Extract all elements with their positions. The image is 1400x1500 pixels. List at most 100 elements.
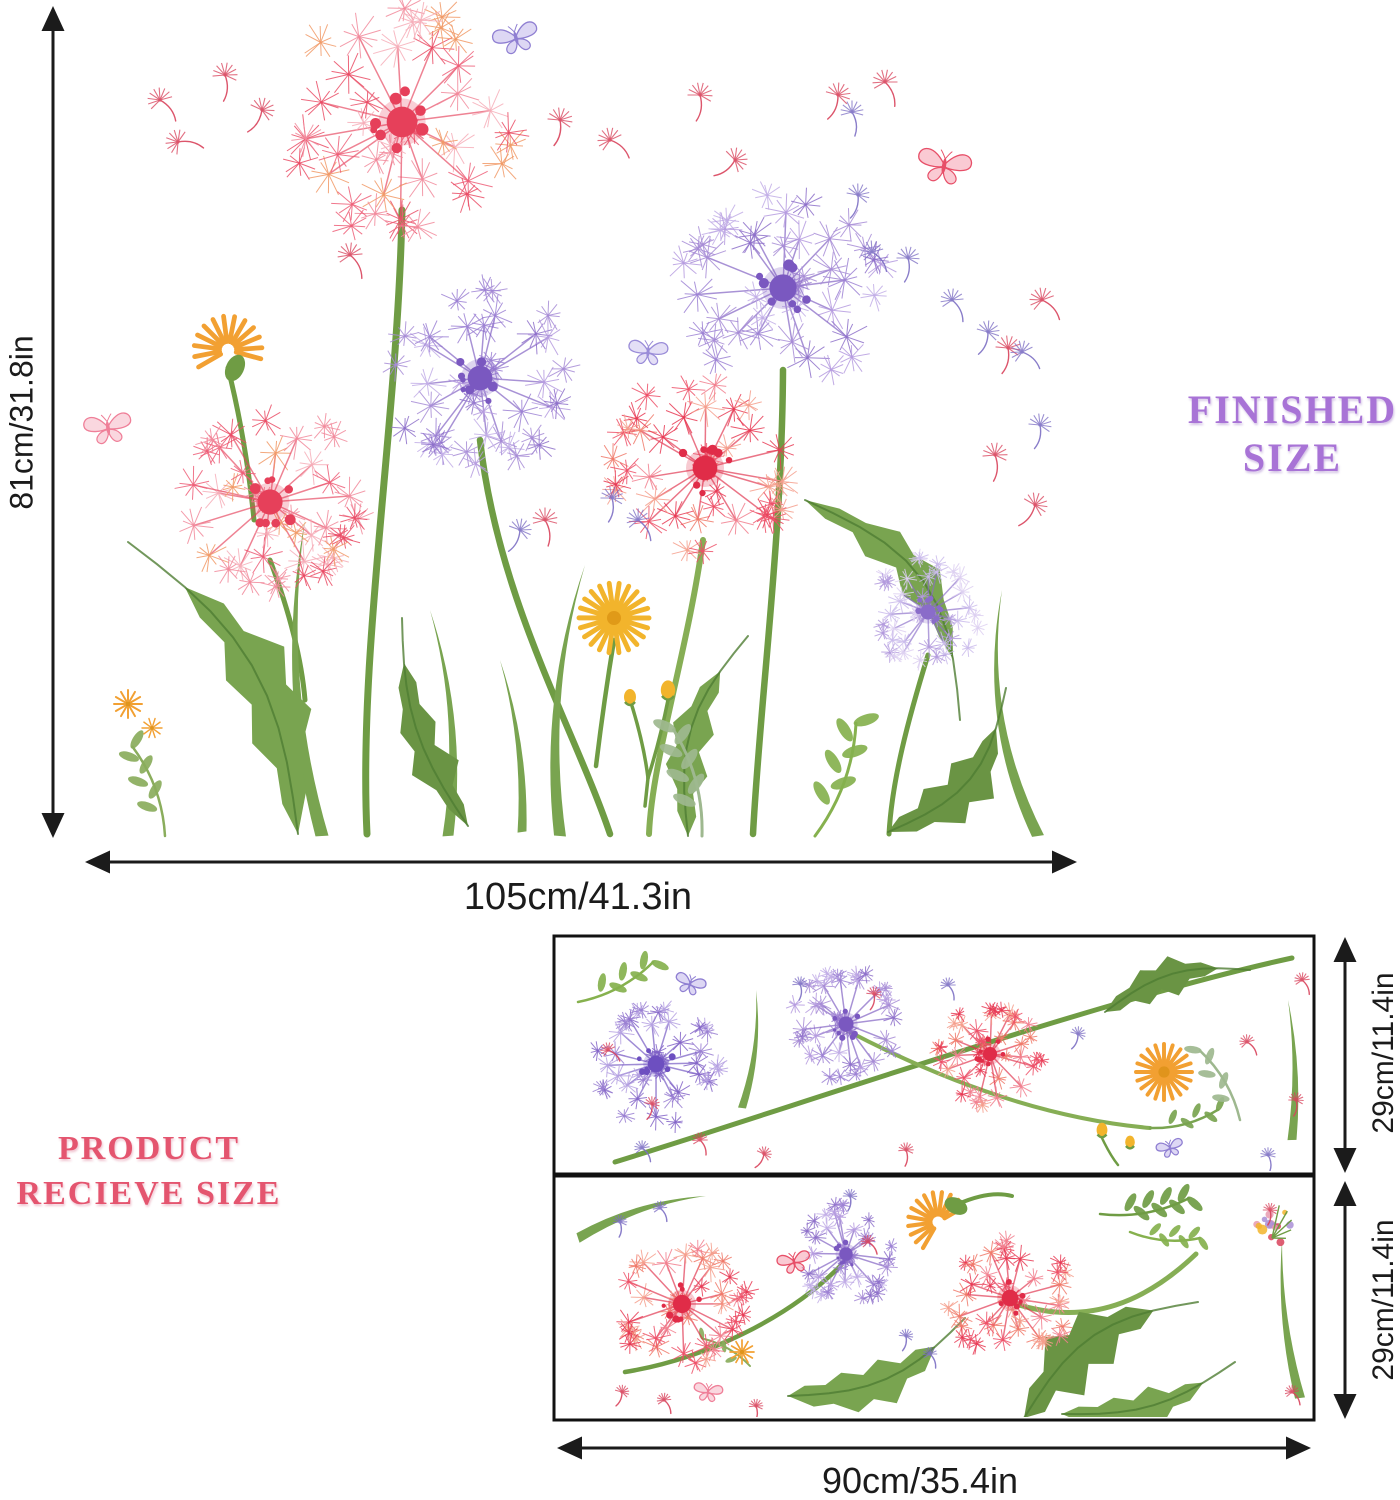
leaf-sprig (1128, 1223, 1209, 1251)
stem (886, 652, 931, 837)
sheet1-height-arrow (1333, 937, 1357, 1173)
receive-size-title: PRODUCT RECIEVE SIZE (14, 1126, 284, 1216)
grass-blade (1280, 1240, 1305, 1399)
flying-seed (656, 1392, 672, 1415)
flying-seed (547, 107, 573, 147)
flying-seed (713, 147, 748, 177)
sheet-width-arrow (557, 1436, 1311, 1460)
stem (362, 206, 406, 838)
flying-seed (872, 69, 898, 108)
flying-seed (652, 1200, 668, 1223)
stem (646, 537, 706, 837)
leaf-sprig (1184, 1045, 1242, 1122)
dandelion-leaf (398, 617, 469, 827)
small-yellow-flower (113, 689, 143, 719)
orange-flower-calyx (224, 354, 246, 382)
leaf-sprig (576, 950, 669, 1004)
flying-seed (337, 242, 363, 280)
flying-seed (842, 1188, 858, 1212)
flying-seed (940, 288, 964, 323)
flying-seed (1010, 340, 1041, 370)
leaf-sprig (813, 713, 879, 838)
flying-seed (147, 87, 177, 122)
butterfly-icon (628, 339, 669, 366)
flying-seed (982, 442, 1008, 482)
stem (1100, 1136, 1120, 1167)
grass-blade (500, 660, 527, 833)
butterfly-icon (776, 1250, 810, 1274)
dandelion-leaf (1023, 1301, 1199, 1417)
dandelion-leaf (887, 687, 1007, 833)
flying-seed (898, 1142, 914, 1167)
butterfly-icon (693, 1382, 724, 1403)
receive-size-title-line2: RECIEVE SIZE (16, 1175, 282, 1212)
flying-seed (612, 1214, 628, 1238)
leaf-sprig (118, 730, 167, 838)
flying-seed (748, 1398, 764, 1417)
small-yellow-flower (141, 717, 163, 739)
orange-daisy (1134, 1042, 1194, 1102)
stem (643, 776, 650, 808)
flying-seed (754, 1146, 772, 1169)
flying-seed (1294, 972, 1310, 996)
grass-blade (550, 565, 585, 837)
finished-height-arrow (41, 6, 65, 838)
flying-seed (644, 1096, 660, 1121)
finished-width-label: 105cm/41.3in (463, 876, 693, 918)
dandelion-lavender-small (873, 548, 988, 671)
flying-seed (1239, 1034, 1258, 1056)
sheet-width-label: 90cm/35.4in (821, 1460, 1019, 1500)
butterfly-icon (675, 971, 707, 996)
grass-blade (738, 990, 759, 1109)
finished-size-title-line2: SIZE (1242, 435, 1343, 480)
flying-seed (840, 100, 864, 137)
dandelion-leaf (1104, 956, 1251, 1013)
flying-seed (597, 127, 630, 159)
finished-size-title-line1: FINISHED (1187, 387, 1398, 432)
leaf-sprig (1148, 1096, 1225, 1130)
flying-seed (846, 183, 870, 219)
receive-size-title-line1: PRODUCT (57, 1130, 241, 1167)
dandelion-purple-center (382, 274, 581, 478)
flying-seed (626, 508, 652, 542)
flower-bud (624, 689, 636, 707)
flying-seed (860, 240, 888, 273)
grass-blade (994, 590, 1044, 837)
finished-width-arrow (85, 850, 1077, 874)
flying-seed (866, 986, 882, 1011)
sheet2-dandelion-red-left (616, 1239, 759, 1374)
dandelion-red-center (600, 373, 799, 565)
flying-seed (792, 976, 808, 1001)
stem (593, 637, 617, 769)
flying-seed (1262, 1202, 1278, 1226)
sheet2-height-arrow (1333, 1181, 1357, 1419)
flying-seed (212, 62, 238, 102)
flying-seed (940, 977, 956, 1001)
dandelion-leaf (787, 1317, 966, 1413)
flying-seed (1260, 1147, 1276, 1171)
finished-size-title: FINISHED SIZE (1185, 386, 1400, 482)
flying-seed (614, 1384, 630, 1407)
flying-seed (825, 82, 851, 120)
orange-flower (191, 313, 265, 370)
mini-bouquet (1253, 1205, 1294, 1247)
flying-seed (922, 1346, 938, 1369)
sheet1-dandelion-red (929, 1001, 1050, 1113)
flying-seed (600, 486, 624, 523)
butterfly-icon (492, 21, 538, 55)
butterfly-icon (918, 147, 973, 185)
stem (612, 955, 1295, 1165)
flying-seed (1018, 492, 1048, 527)
dandelion-pink-large (283, 0, 530, 243)
grass-blade (1287, 1000, 1299, 1141)
grass-blade (292, 520, 329, 837)
flying-seed (1284, 1384, 1301, 1406)
leaf-sprig (653, 719, 705, 838)
leaf-sprig (699, 1327, 751, 1367)
flying-seed (1288, 1092, 1304, 1117)
flying-seed (860, 1234, 878, 1255)
flying-seed (898, 1328, 914, 1352)
sheet1-dandelion-purple-left (590, 1000, 729, 1134)
